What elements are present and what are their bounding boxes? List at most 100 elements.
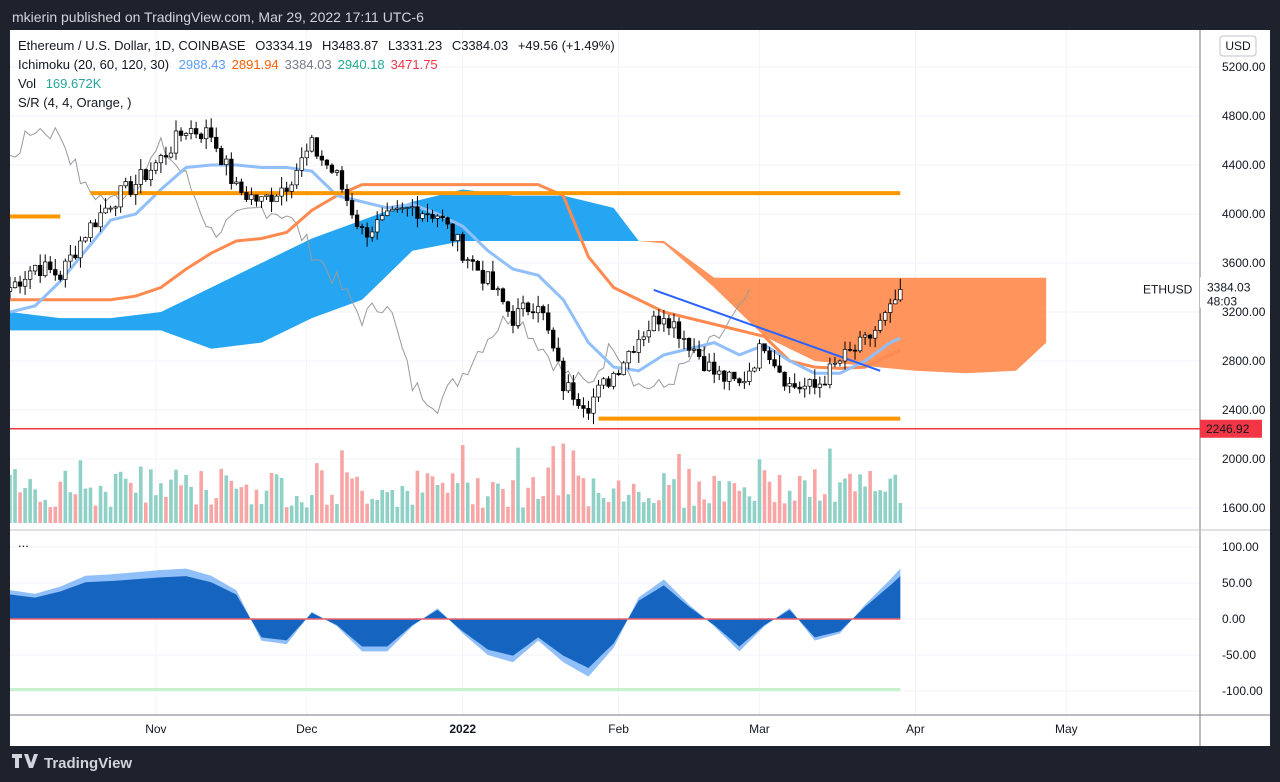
candle-body (410, 206, 415, 209)
price-tick-label: 2800.00 (1222, 354, 1266, 368)
volume-bar (113, 473, 118, 523)
candle-body (415, 206, 420, 219)
legend-high: H3483.87 (321, 38, 379, 53)
volume-bar (13, 469, 17, 523)
volume-bar (787, 490, 792, 523)
candle-body (701, 356, 707, 371)
volume-bar (133, 492, 138, 523)
volume-bar (823, 494, 827, 523)
osc-tick-label: -50.00 (1222, 648, 1256, 662)
candle-body (737, 378, 742, 384)
volume-bar (702, 499, 706, 523)
candle-body (359, 226, 365, 228)
volume-bar (521, 507, 525, 523)
candle-body (455, 234, 460, 241)
candle-body (661, 318, 667, 325)
time-tick-label: 2022 (449, 722, 476, 736)
legend-low: L3331.23 (387, 38, 443, 53)
volume-bar (752, 500, 757, 523)
footer-brand[interactable]: TradingView (12, 754, 132, 772)
volume-bar (727, 481, 732, 523)
candle-body (254, 194, 259, 202)
candle-body (344, 188, 350, 201)
volume-bar (425, 473, 430, 523)
candle-body (767, 350, 772, 361)
candle-body (566, 382, 571, 392)
volume-bar (465, 482, 470, 523)
candle-body (219, 147, 224, 166)
volume-bar (68, 492, 73, 523)
trend-line (653, 289, 881, 372)
legend-vol-row[interactable]: Vol 169.672K (18, 76, 107, 91)
time-tick-label: Apr (906, 722, 925, 736)
chart-frame[interactable]: 5200.00 4800.00 4400.00 4000.00 3600.00 3200.… (10, 30, 1270, 746)
volume-bar (631, 483, 636, 523)
candle-body (450, 223, 455, 241)
publish-header: mkierin published on TradingView.com, Ma… (12, 9, 424, 25)
volume-bar (224, 475, 229, 523)
volume-bar (244, 484, 249, 523)
candle-body (646, 330, 651, 338)
candle-body (530, 311, 536, 314)
volume-bar (149, 469, 153, 523)
candle-body (48, 261, 53, 270)
candle-body (812, 379, 817, 388)
candle-body (113, 206, 118, 209)
volume-bar (385, 492, 390, 523)
volume-bar (128, 482, 133, 523)
candle-body (425, 213, 430, 216)
candle-body (63, 260, 68, 280)
candle-body (535, 306, 541, 314)
candle-body (27, 270, 33, 280)
legend-sr-row[interactable]: S/R (4, 4, Orange, ) (18, 95, 137, 110)
volume-bar (551, 446, 556, 523)
volume-bar (581, 478, 586, 523)
candle-body (229, 158, 234, 184)
volume-bar (757, 459, 762, 523)
volume-bar (360, 490, 364, 523)
countdown-label: 48:03 (1207, 294, 1237, 308)
legend-ichimoku-row[interactable]: Ichimoku (20, 60, 120, 30) 2988.43 2891.9… (18, 57, 450, 72)
candle-body (183, 133, 189, 136)
volume-bar (154, 495, 158, 523)
currency-label: USD (1225, 39, 1251, 53)
price-tick-label: 2000.00 (1222, 452, 1266, 466)
volume-bar (657, 500, 661, 523)
volume-bar (893, 474, 898, 523)
candle-body (78, 240, 83, 259)
candle-body (546, 312, 551, 331)
volume-bar (144, 502, 148, 523)
candle-body (22, 278, 28, 287)
candle-body (787, 383, 792, 387)
candle-body (596, 384, 601, 398)
candle-body (626, 351, 631, 364)
candle-body (33, 264, 38, 272)
volume-bar (284, 507, 289, 523)
candle-body (591, 396, 596, 414)
candle-body (209, 127, 214, 138)
legend-oscillator[interactable]: ... (18, 535, 29, 550)
legend-ichimoku: Ichimoku (20, 60, 120, 30) (18, 57, 170, 72)
volume-bar (340, 450, 344, 523)
candle-body (304, 150, 309, 159)
legend-symbol[interactable]: Ethereum / U.S. Dollar, 1D, COINBASE (18, 38, 246, 53)
volume-bar (883, 491, 888, 523)
volume-bar (556, 495, 561, 523)
candle-body (214, 136, 219, 149)
chart-svg[interactable]: 5200.00 4800.00 4400.00 4000.00 3600.00 3200.… (10, 30, 1270, 746)
volume-bar (641, 502, 646, 523)
volume-bar (279, 477, 284, 523)
volume-bar (450, 473, 455, 523)
candle-body (435, 215, 440, 219)
candle-body (158, 155, 164, 164)
candle-body (173, 130, 179, 154)
volume-bar (732, 483, 737, 523)
candle-body (12, 281, 18, 289)
candle-body (460, 234, 465, 261)
volume-bar (591, 478, 596, 523)
candle-body (561, 360, 566, 392)
ichimoku-cloud (638, 240, 1047, 374)
candle-body (98, 212, 103, 228)
candle-body (666, 318, 672, 329)
candle-body (772, 359, 777, 367)
